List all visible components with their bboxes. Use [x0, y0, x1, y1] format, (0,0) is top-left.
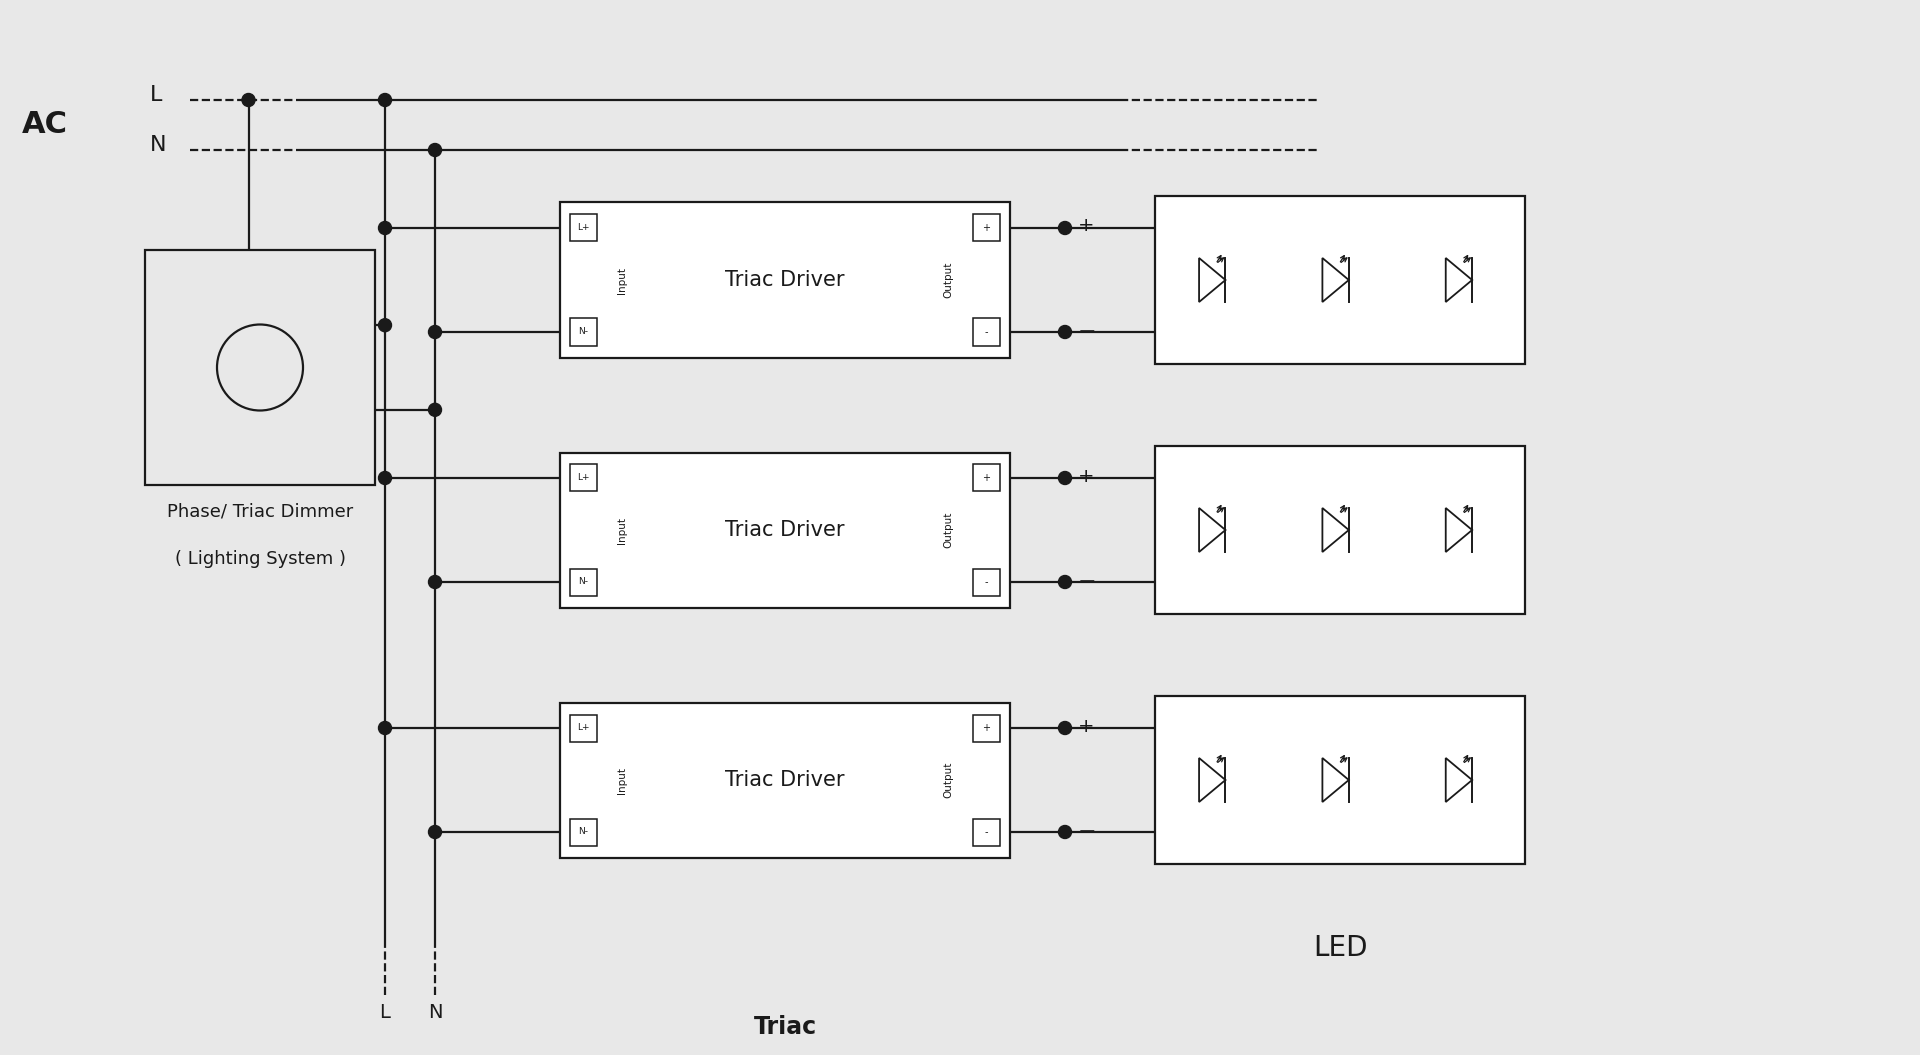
- Text: N-: N-: [578, 577, 589, 587]
- Text: +: +: [983, 473, 991, 483]
- Text: −: −: [1077, 322, 1096, 342]
- Circle shape: [242, 94, 255, 107]
- Text: N-: N-: [578, 327, 589, 337]
- Text: L+: L+: [578, 474, 589, 482]
- Bar: [570, 819, 597, 845]
- Text: L+: L+: [578, 224, 589, 232]
- Text: LED: LED: [1313, 935, 1367, 962]
- Text: -: -: [985, 577, 989, 587]
- Circle shape: [1058, 825, 1071, 839]
- Polygon shape: [1323, 509, 1348, 552]
- Circle shape: [1058, 472, 1071, 484]
- Text: AC: AC: [21, 111, 67, 139]
- Text: Phase/ Triac Dimmer: Phase/ Triac Dimmer: [167, 503, 353, 521]
- Text: Triac Driver: Triac Driver: [726, 520, 845, 540]
- Bar: [1156, 196, 1524, 364]
- Text: −: −: [1077, 572, 1096, 592]
- Text: +: +: [1077, 216, 1094, 235]
- Bar: [570, 214, 597, 242]
- Text: N-: N-: [578, 827, 589, 837]
- Bar: [973, 714, 1000, 742]
- Text: N: N: [150, 135, 167, 155]
- Polygon shape: [1200, 509, 1225, 552]
- Text: -: -: [985, 827, 989, 837]
- Text: N: N: [428, 1003, 442, 1022]
- Polygon shape: [1323, 757, 1348, 802]
- Circle shape: [1058, 722, 1071, 734]
- Circle shape: [428, 403, 442, 417]
- Bar: [146, 250, 374, 485]
- Circle shape: [428, 326, 442, 339]
- Bar: [1156, 446, 1524, 614]
- Polygon shape: [1446, 509, 1473, 552]
- Polygon shape: [1323, 258, 1348, 302]
- Polygon shape: [1200, 258, 1225, 302]
- Circle shape: [1058, 575, 1071, 589]
- Circle shape: [217, 325, 303, 410]
- Bar: [570, 319, 597, 345]
- Bar: [973, 464, 1000, 492]
- Bar: [973, 819, 1000, 845]
- Text: +: +: [983, 223, 991, 233]
- Bar: [973, 214, 1000, 242]
- Circle shape: [428, 825, 442, 839]
- Bar: [570, 714, 597, 742]
- Text: +: +: [1077, 466, 1094, 485]
- Circle shape: [378, 94, 392, 107]
- Text: ( Lighting System ): ( Lighting System ): [175, 550, 346, 568]
- Text: L: L: [380, 1003, 390, 1022]
- Bar: [561, 453, 1010, 608]
- Text: Triac: Triac: [753, 1015, 816, 1039]
- Text: +: +: [1077, 716, 1094, 735]
- Circle shape: [428, 143, 442, 156]
- Text: L: L: [150, 85, 163, 106]
- Text: −: −: [1077, 822, 1096, 842]
- Circle shape: [378, 319, 392, 331]
- Polygon shape: [1446, 757, 1473, 802]
- Circle shape: [428, 575, 442, 589]
- Text: +: +: [983, 723, 991, 733]
- Polygon shape: [1200, 757, 1225, 802]
- Text: Triac Driver: Triac Driver: [726, 770, 845, 790]
- Bar: [561, 703, 1010, 858]
- Bar: [561, 203, 1010, 358]
- Circle shape: [378, 222, 392, 234]
- Bar: [570, 569, 597, 595]
- Circle shape: [1058, 222, 1071, 234]
- Bar: [570, 464, 597, 492]
- Circle shape: [1058, 326, 1071, 339]
- Text: Input: Input: [616, 517, 628, 543]
- Text: Input: Input: [616, 267, 628, 293]
- Text: L+: L+: [578, 724, 589, 732]
- Text: -: -: [985, 327, 989, 337]
- Polygon shape: [1446, 258, 1473, 302]
- Text: Output: Output: [943, 262, 952, 299]
- Text: Input: Input: [616, 767, 628, 793]
- Circle shape: [378, 472, 392, 484]
- Bar: [973, 319, 1000, 345]
- Bar: [973, 569, 1000, 595]
- Text: Output: Output: [943, 512, 952, 549]
- Text: Output: Output: [943, 762, 952, 799]
- Bar: [1156, 696, 1524, 864]
- Text: Triac Driver: Triac Driver: [726, 270, 845, 290]
- Circle shape: [378, 722, 392, 734]
